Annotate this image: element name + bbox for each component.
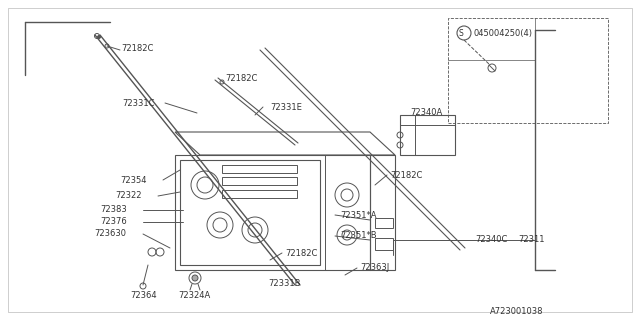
Text: S: S [459, 28, 463, 37]
Text: 72363J: 72363J [360, 263, 389, 273]
Text: 723630: 723630 [94, 229, 126, 238]
Bar [375, 218, 393, 228]
Text: 72364: 72364 [130, 291, 157, 300]
Text: 72331C: 72331C [122, 99, 154, 108]
Text: 72324A: 72324A [178, 291, 211, 300]
Text: 72331B: 72331B [268, 278, 301, 287]
Text: 72331E: 72331E [270, 102, 302, 111]
Bar [222, 190, 297, 198]
Bar [222, 177, 297, 185]
Text: 72182C: 72182C [121, 44, 154, 52]
Text: 72182C: 72182C [225, 74, 257, 83]
Text: 72340A: 72340A [410, 108, 442, 116]
Text: 72182C: 72182C [390, 171, 422, 180]
Bar [325, 155, 370, 270]
Text: 72351*A: 72351*A [340, 211, 376, 220]
Bar [400, 115, 455, 155]
Circle shape [192, 275, 198, 281]
Bar [222, 165, 297, 173]
Text: 72340C: 72340C [475, 236, 508, 244]
Bar [448, 18, 608, 123]
Text: A723001038: A723001038 [490, 308, 543, 316]
Circle shape [97, 36, 100, 38]
Bar [180, 160, 320, 265]
Text: 72354: 72354 [120, 175, 147, 185]
Text: 72322: 72322 [115, 191, 141, 201]
Text: 72376: 72376 [100, 218, 127, 227]
Text: 72351*B: 72351*B [340, 231, 376, 241]
Text: 72182C: 72182C [285, 249, 317, 258]
Bar [375, 238, 393, 250]
Text: 045004250(4): 045004250(4) [473, 28, 532, 37]
Text: 72383: 72383 [100, 205, 127, 214]
Text: 72311: 72311 [518, 236, 545, 244]
